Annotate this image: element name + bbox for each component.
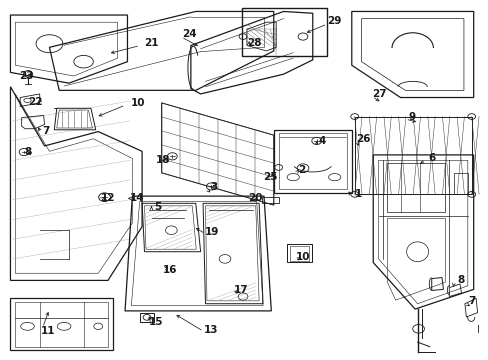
Text: 4: 4 <box>318 136 325 145</box>
Text: 27: 27 <box>371 89 386 99</box>
Text: 28: 28 <box>247 38 262 48</box>
Text: 29: 29 <box>326 17 341 27</box>
Text: 2: 2 <box>297 165 305 175</box>
Text: 17: 17 <box>233 285 248 295</box>
Text: 16: 16 <box>163 265 177 275</box>
Text: 19: 19 <box>204 227 219 237</box>
Text: 9: 9 <box>407 112 414 122</box>
Text: 8: 8 <box>456 275 463 285</box>
Text: 26: 26 <box>355 134 369 144</box>
Text: 23: 23 <box>19 71 33 81</box>
Text: 10: 10 <box>295 252 309 262</box>
Text: 10: 10 <box>131 98 145 108</box>
Text: 22: 22 <box>28 97 43 107</box>
Text: 8: 8 <box>25 147 32 157</box>
Text: 11: 11 <box>41 325 56 336</box>
Text: 21: 21 <box>143 38 158 48</box>
Text: 3: 3 <box>210 182 217 192</box>
Text: 18: 18 <box>156 155 170 165</box>
Text: 1: 1 <box>354 189 362 199</box>
Text: 12: 12 <box>101 193 115 203</box>
Text: 15: 15 <box>148 317 163 327</box>
Text: 25: 25 <box>263 172 277 182</box>
Text: 7: 7 <box>467 296 474 306</box>
Bar <box>242 8 327 56</box>
Text: 13: 13 <box>203 325 218 334</box>
Text: 5: 5 <box>154 202 161 212</box>
Text: 20: 20 <box>247 193 262 203</box>
Text: 6: 6 <box>427 153 435 163</box>
Text: 14: 14 <box>130 193 144 203</box>
Text: 7: 7 <box>42 126 50 135</box>
Text: 24: 24 <box>182 30 197 39</box>
